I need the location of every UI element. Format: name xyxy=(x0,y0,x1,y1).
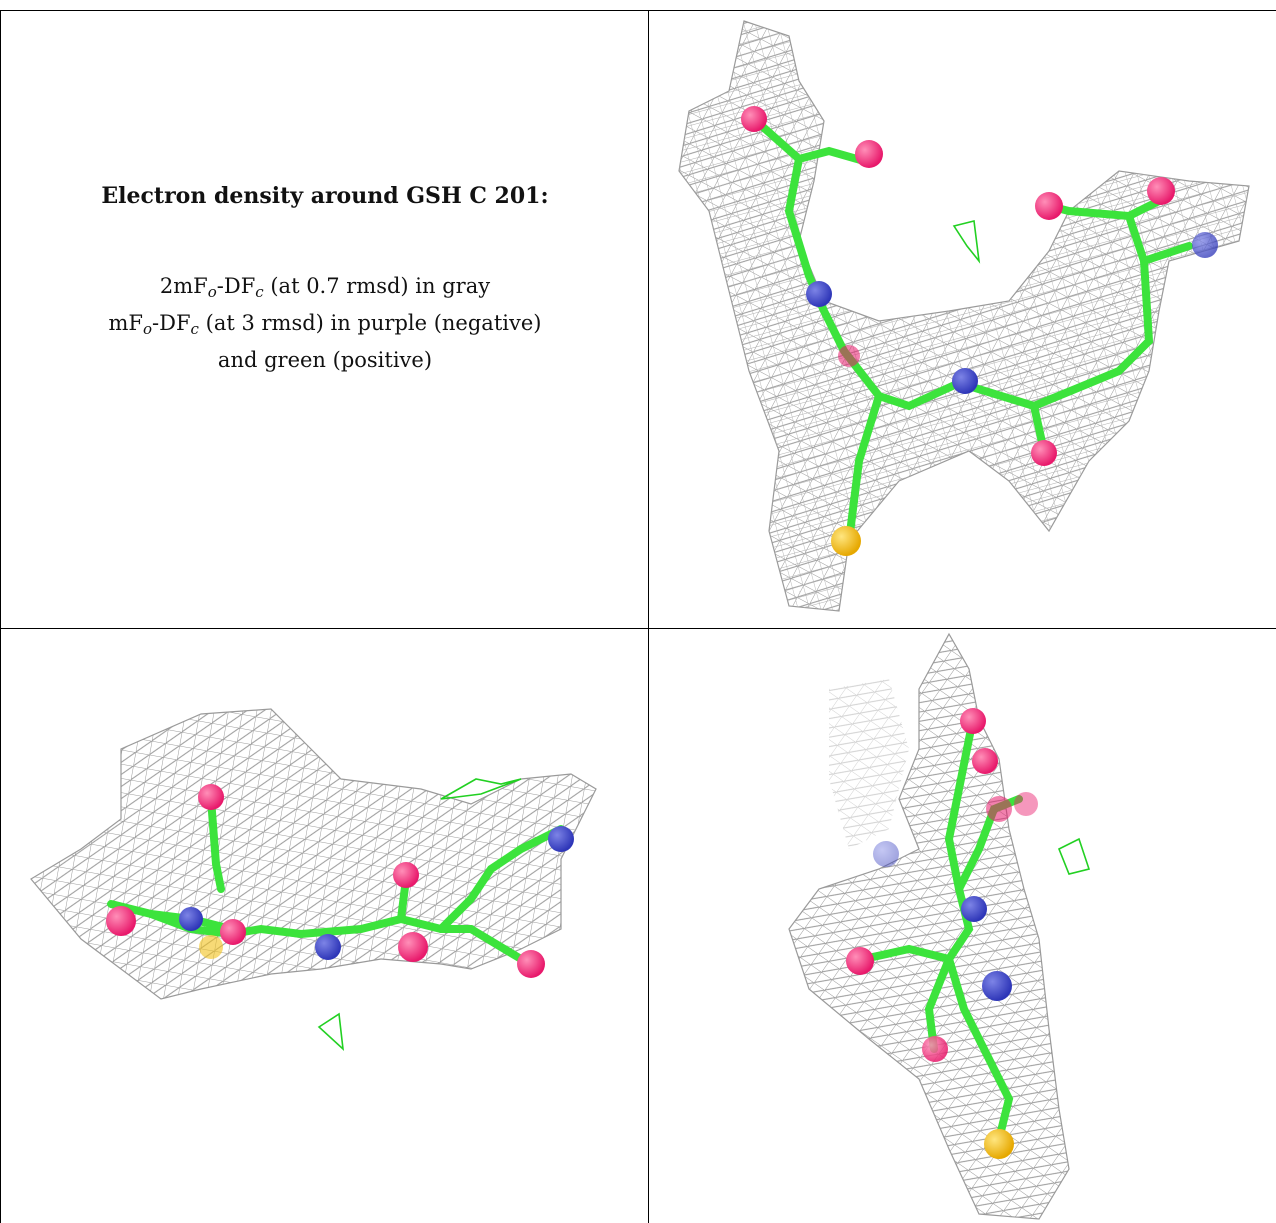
l1-suffix: (at 0.7 rmsd) in gray xyxy=(264,274,490,298)
caption-line-1: 2mFo-DFc (at 0.7 rmsd) in gray xyxy=(109,271,542,308)
l1-prefix: 2mF xyxy=(160,274,208,298)
green-density-blob xyxy=(1059,839,1089,874)
density-mesh xyxy=(789,634,1069,1219)
density-mesh xyxy=(679,21,1249,611)
caption: Electron density around GSH C 201: 2mFo-… xyxy=(1,11,648,628)
molecule-render-2 xyxy=(1,629,648,1223)
density-view-bottom-right xyxy=(649,629,1276,1223)
green-density-blob xyxy=(954,221,979,261)
l2-prefix: mF xyxy=(109,311,143,335)
l1-sub-o: o xyxy=(208,283,217,301)
l1-sub-c: c xyxy=(255,283,263,301)
caption-title: Electron density around GSH C 201: xyxy=(101,183,548,209)
density-view-bottom-left xyxy=(1,629,648,1223)
l2-mid: -DF xyxy=(152,311,191,335)
l2-sub-c: c xyxy=(191,320,199,338)
l2-sub-o: o xyxy=(143,320,152,338)
caption-cell: Electron density around GSH C 201: 2mFo-… xyxy=(1,11,648,628)
density-view-top-right xyxy=(649,11,1276,628)
l2-suffix: (at 3 rmsd) in purple (negative) xyxy=(199,311,542,335)
molecule-render-1 xyxy=(649,11,1276,628)
caption-body: 2mFo-DFc (at 0.7 rmsd) in gray mFo-DFc (… xyxy=(109,271,542,376)
caption-line-2: mFo-DFc (at 3 rmsd) in purple (negative) xyxy=(109,308,542,345)
molecule-render-3 xyxy=(649,629,1276,1223)
caption-line-3: and green (positive) xyxy=(109,345,542,376)
l1-mid: -DF xyxy=(217,274,256,298)
